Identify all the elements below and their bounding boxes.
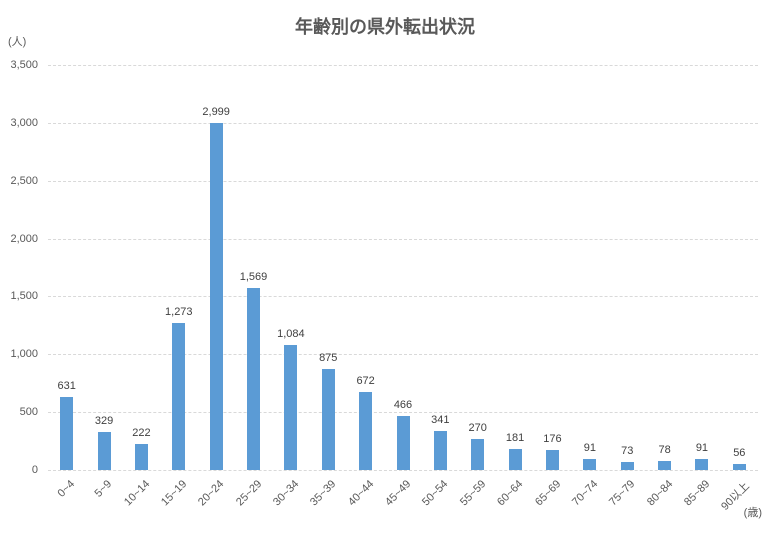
- bar: [433, 430, 447, 470]
- gridline: [48, 412, 758, 414]
- x-tick-label: 10~14: [121, 478, 152, 509]
- bar-value-label: 181: [505, 432, 525, 445]
- gridline: [48, 470, 758, 471]
- bar: [583, 459, 597, 470]
- x-tick-label: 30~34: [271, 478, 302, 509]
- bar-value-label: 631: [57, 379, 76, 392]
- bar: [732, 463, 746, 470]
- x-tick-label: 0~4: [55, 478, 78, 500]
- y-tick-label: 2,500: [10, 174, 38, 187]
- bar: [545, 449, 559, 470]
- x-tick-label: 15~19: [158, 478, 190, 509]
- x-axis-unit-label: (歳): [743, 507, 762, 519]
- x-tick-label: 80~84: [644, 478, 676, 509]
- bar-value-label: 91: [583, 442, 596, 455]
- x-tick-label: 70~74: [569, 478, 601, 509]
- gridline: [48, 65, 758, 66]
- bar: [471, 438, 485, 470]
- bar-value-label: 2,999: [202, 105, 230, 118]
- y-tick-label: 1,000: [10, 348, 38, 361]
- gridline: [48, 238, 758, 240]
- gridline: [48, 354, 758, 356]
- x-tick-label: 55~59: [457, 478, 489, 509]
- bar: [172, 322, 186, 470]
- x-tick-label: 60~64: [495, 478, 526, 509]
- bar: [658, 460, 672, 470]
- bar: [134, 444, 148, 470]
- bar-value-label: 78: [658, 443, 671, 456]
- bar-value-label: 466: [393, 399, 413, 412]
- bar-value-label: 875: [319, 351, 338, 364]
- bar-value-label: 341: [431, 413, 450, 426]
- x-tick-label: 35~39: [308, 478, 339, 509]
- y-tick-label: 2,000: [10, 232, 38, 245]
- bar-value-label: 1,084: [277, 327, 305, 340]
- x-tick-label: 75~79: [607, 478, 638, 509]
- bar: [209, 122, 223, 470]
- x-tick-label: 40~44: [345, 478, 377, 509]
- bar: [247, 288, 261, 470]
- bar-value-label: 329: [94, 414, 114, 427]
- bar-value-label: 176: [543, 432, 562, 445]
- x-tick-label: 20~24: [196, 478, 227, 509]
- bar-value-label: 222: [132, 427, 151, 440]
- x-tick-label: 25~29: [233, 478, 265, 509]
- bar: [620, 461, 634, 470]
- x-tick-label: 85~89: [682, 478, 713, 509]
- bar-value-label: 1,569: [239, 271, 268, 284]
- bar-value-label: 56: [733, 446, 746, 459]
- y-tick-label: 3,500: [10, 59, 38, 71]
- x-tick-label: 5~9: [92, 478, 115, 500]
- bar-value-label: 270: [468, 421, 487, 434]
- y-tick-label: 1,500: [10, 290, 38, 303]
- chart-title: 年齢別の県外転出状況: [295, 17, 475, 37]
- bar-value-label: 91: [695, 442, 709, 455]
- bar: [396, 416, 410, 470]
- y-tick-label: 3,000: [10, 116, 38, 129]
- gridline: [48, 180, 758, 182]
- x-tick-label: 65~69: [532, 478, 563, 509]
- bar: [97, 431, 111, 470]
- bar-value-label: 672: [356, 375, 375, 388]
- bar: [359, 392, 373, 470]
- bar-value-label: 73: [621, 444, 634, 457]
- bar: [321, 368, 335, 470]
- gridline: [48, 296, 758, 298]
- x-tick-label: 50~54: [420, 478, 451, 509]
- bar: [284, 344, 298, 470]
- gridline: [48, 122, 758, 124]
- bar: [60, 396, 74, 470]
- bar: [508, 449, 522, 470]
- y-tick-label: 500: [19, 406, 38, 419]
- y-tick-label: 0: [31, 464, 38, 476]
- bar: [695, 459, 709, 470]
- x-tick-label: 45~49: [383, 478, 414, 509]
- y-axis-unit-label: (人): [8, 36, 27, 48]
- bar-value-label: 1,273: [165, 305, 193, 318]
